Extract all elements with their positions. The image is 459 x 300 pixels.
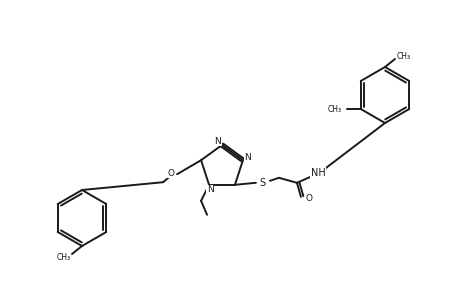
Text: S: S bbox=[259, 178, 265, 188]
Text: CH₃: CH₃ bbox=[327, 104, 341, 113]
Text: O: O bbox=[167, 169, 174, 178]
Text: N: N bbox=[214, 136, 221, 146]
Text: O: O bbox=[305, 194, 312, 203]
Text: N: N bbox=[244, 153, 251, 162]
Text: N: N bbox=[206, 185, 213, 194]
Text: CH₃: CH₃ bbox=[57, 254, 71, 262]
Text: NH: NH bbox=[310, 168, 325, 178]
Text: CH₃: CH₃ bbox=[396, 52, 410, 61]
